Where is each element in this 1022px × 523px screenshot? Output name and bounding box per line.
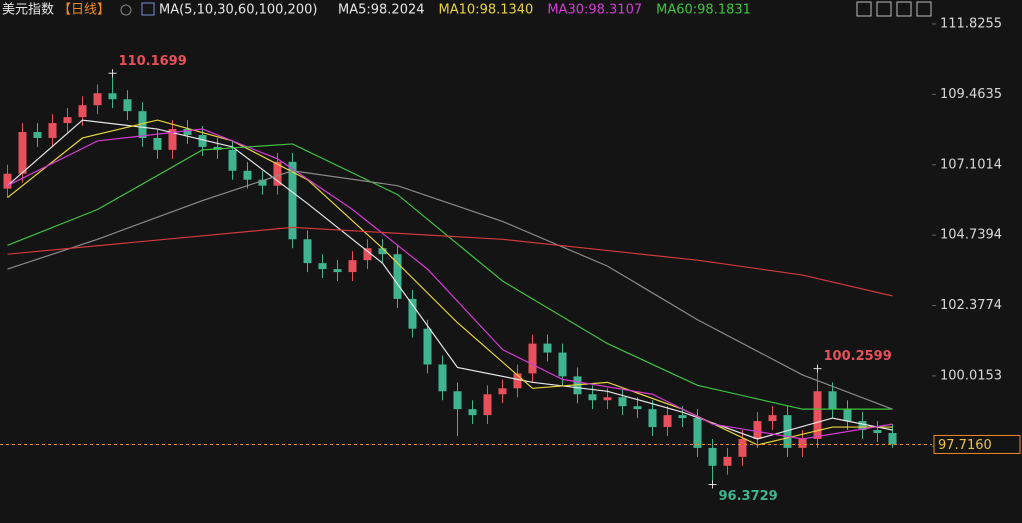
candle-body <box>378 248 387 255</box>
plot: 110.1699 100.2599 96.3729 <box>3 54 897 504</box>
y-tick-label: 100.0153 <box>940 368 1002 383</box>
y-tick-label: 111.8255 <box>940 16 1002 31</box>
candle-body <box>813 391 822 439</box>
y-tick-label: 107.1014 <box>940 157 1002 172</box>
candle-body <box>648 409 657 428</box>
candle-body <box>513 373 522 389</box>
tool-button[interactable] <box>876 1 892 17</box>
candle-body <box>708 447 717 466</box>
last-price-box <box>933 434 1021 454</box>
candle-body <box>288 161 297 240</box>
candle-body <box>588 394 597 401</box>
extreme-label: 100.2599 <box>824 349 892 364</box>
candle-body <box>693 418 702 448</box>
title: 美元指数 <box>2 3 54 18</box>
candle-body <box>843 409 852 422</box>
candle-body <box>603 397 612 401</box>
candle-body <box>543 343 552 353</box>
candle-body <box>123 99 132 112</box>
candle-body <box>318 263 327 270</box>
toolbar <box>856 1 932 17</box>
candle-body <box>93 93 102 106</box>
tool-button[interactable] <box>896 1 912 17</box>
candle-body <box>678 415 687 419</box>
candle-body <box>558 352 567 377</box>
candle-body <box>138 111 147 138</box>
candle-body <box>663 415 672 428</box>
legend-entry: MA30:98.3107 <box>547 3 642 18</box>
candle-body <box>168 129 177 150</box>
extreme-label: 96.3729 <box>719 489 778 504</box>
header-bg <box>0 0 930 20</box>
candle-body <box>198 134 207 147</box>
candle-body <box>798 438 807 448</box>
ma-line <box>7 128 893 440</box>
candle-body <box>408 298 417 329</box>
ma-line <box>7 143 893 410</box>
candle-body <box>468 409 477 416</box>
candle-body <box>348 260 357 273</box>
candle-body <box>393 254 402 299</box>
candle-body <box>243 170 252 180</box>
candle-body <box>453 391 462 410</box>
candle-body <box>153 137 162 150</box>
extreme-marker <box>108 69 117 78</box>
y-tick-label: 102.3774 <box>940 298 1002 313</box>
ma-icon[interactable] <box>141 2 155 16</box>
last-price-label: 97.7160 <box>938 438 992 453</box>
candle-body <box>183 129 192 135</box>
candle-body <box>888 433 897 445</box>
candle-body <box>228 149 237 171</box>
candle-body <box>18 132 27 174</box>
candle-body <box>723 456 732 466</box>
candle-body <box>78 105 87 118</box>
candle-body <box>3 173 12 189</box>
candle-body <box>528 343 537 374</box>
candle-body <box>828 391 837 410</box>
ma-label: MA(5,10,30,60,100,200) <box>159 3 317 18</box>
candle-body <box>363 248 372 261</box>
ma-line <box>7 119 893 440</box>
candle-body <box>303 239 312 264</box>
ma-line <box>7 170 893 410</box>
legend-entry: MA60:98.1831 <box>656 3 751 18</box>
add-icon[interactable] <box>120 4 132 16</box>
y-tick-label: 104.7394 <box>940 228 1002 243</box>
extreme-marker <box>708 480 717 489</box>
legend-entry: MA10:98.1340 <box>439 3 534 18</box>
candle-body <box>873 430 882 434</box>
candle-body <box>858 421 867 431</box>
candle-body <box>63 117 72 124</box>
candle-body <box>618 397 627 407</box>
candle-body <box>783 415 792 448</box>
candle-body <box>438 364 447 392</box>
legend: MA5:98.2024 MA10:98.1340 MA30:98.3107 MA60:… <box>338 3 751 18</box>
ma-line <box>7 226 893 297</box>
tool-button[interactable] <box>856 1 872 17</box>
candle-body <box>738 438 747 457</box>
period: 【日线】 <box>58 3 110 18</box>
candle-body <box>33 132 42 138</box>
candle-body <box>768 415 777 422</box>
candle-body <box>498 388 507 395</box>
extreme-label: 110.1699 <box>119 54 187 69</box>
candle-body <box>423 328 432 365</box>
y-tick-label: 109.4635 <box>940 87 1002 102</box>
tool-button[interactable] <box>916 1 932 17</box>
candle-body <box>108 93 117 100</box>
candle-body <box>483 394 492 416</box>
candle-body <box>333 269 342 273</box>
candle-body <box>633 406 642 410</box>
candle-body <box>258 179 267 186</box>
candle-body <box>48 123 57 138</box>
extreme-marker <box>813 364 822 373</box>
candle-body <box>753 421 762 439</box>
legend-entry: MA5:98.2024 <box>338 3 425 18</box>
candle-body <box>273 161 282 186</box>
